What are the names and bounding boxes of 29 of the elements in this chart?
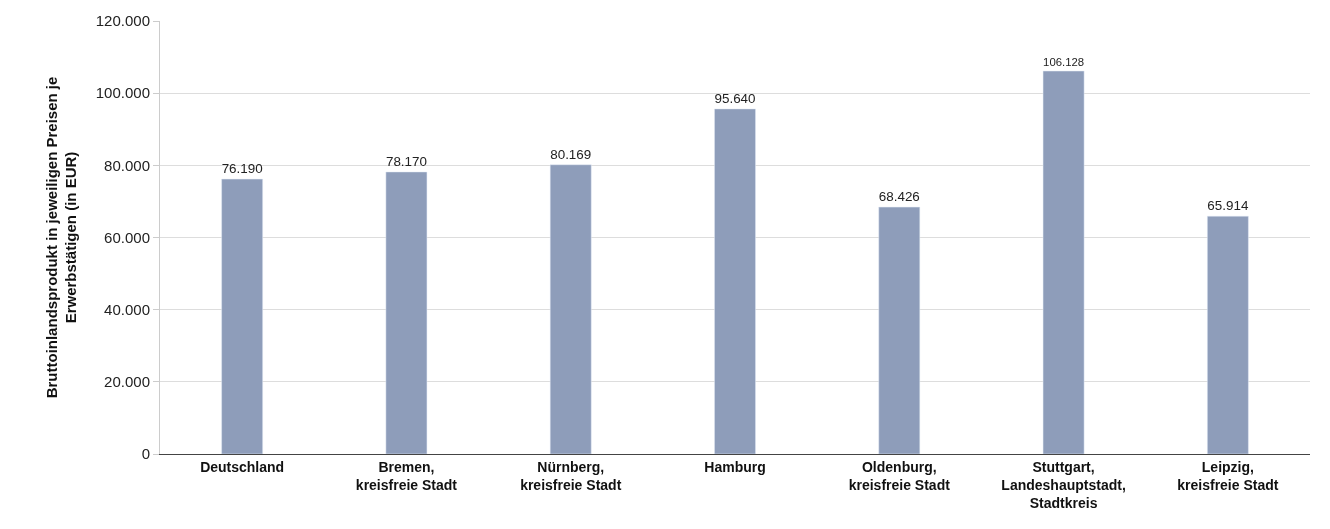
data-label: 80.169	[550, 147, 592, 163]
x-tick-label: Deutschland	[200, 458, 285, 475]
data-label: 65.914	[1207, 198, 1249, 214]
x-tick-label: Nürnberg, kreisfreie Stadt	[520, 458, 622, 493]
y-tick-label: 120.000	[95, 12, 150, 30]
bar	[385, 171, 428, 454]
x-tick-label: Bremen, kreisfreie Stadt	[355, 458, 458, 493]
y-tick-label: 20.000	[104, 373, 150, 391]
y-tick-label: 0	[141, 445, 150, 463]
y-tick-label: 100.000	[95, 84, 150, 102]
x-tick-label: Oldenburg, kreisfreie Stadt	[848, 458, 951, 493]
bar	[878, 206, 921, 454]
bar	[221, 178, 263, 454]
bar	[549, 164, 592, 454]
data-label: 95.640	[714, 91, 756, 107]
y-tick-label: 40.000	[104, 300, 150, 318]
x-tick-label: Stuttgart, Landeshauptstadt, Stadtkreis	[1001, 458, 1126, 512]
x-tick-label: Leipzig, kreisfreie Stadt	[1177, 458, 1279, 493]
bar	[1207, 215, 1249, 454]
data-label: 78.170	[385, 154, 427, 170]
y-axis-title: Bruttoinlandsprodukt in jeweiligen Preisen je Erwerbstätigen (in EUR)	[42, 76, 80, 399]
y-tick-label: 80.000	[104, 156, 150, 174]
y-tick-label: 60.000	[104, 228, 150, 246]
bar	[1042, 70, 1085, 454]
data-label: 76.190	[221, 161, 263, 177]
data-label: 68.426	[878, 189, 920, 205]
data-label: 106.128	[1043, 55, 1085, 68]
bar	[714, 108, 756, 454]
x-tick-label: Hamburg	[704, 458, 766, 475]
